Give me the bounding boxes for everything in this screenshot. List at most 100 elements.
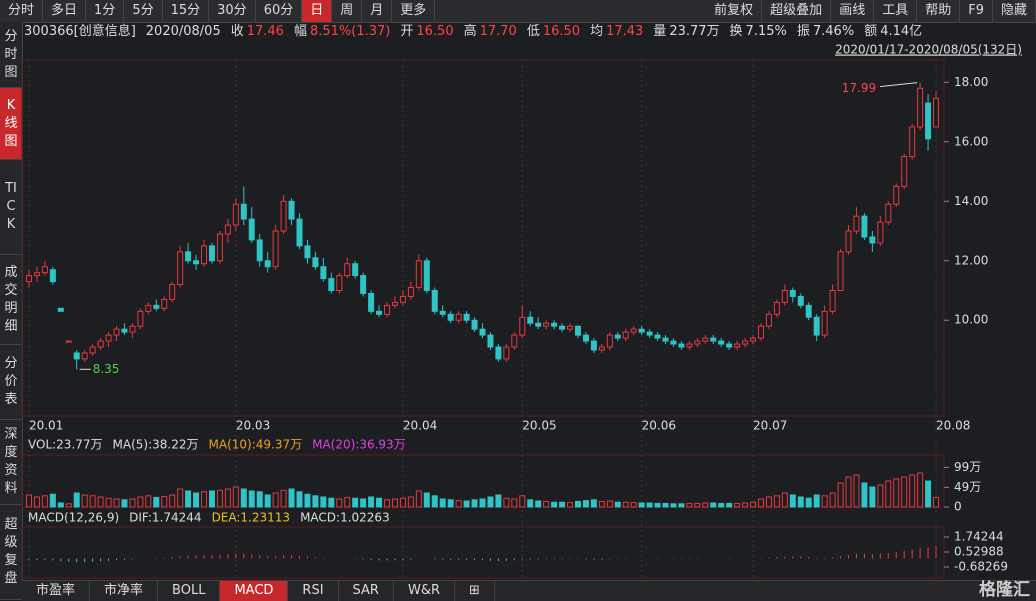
candle-body (272, 230, 279, 268)
candle-body (407, 287, 414, 297)
candle-body (431, 289, 438, 312)
max-label: 17.99 (842, 81, 876, 95)
info-label: 低 (526, 24, 540, 39)
y-tick-label: -0.68269 (954, 560, 1008, 574)
toolbar-button[interactable]: 工具 (874, 0, 918, 22)
volume-bar (399, 497, 406, 508)
volume-bar (25, 494, 32, 508)
candle-body (328, 278, 335, 291)
volume-bar (105, 497, 112, 508)
volume-bar (264, 494, 271, 508)
panel-legend: MA(5):38.22万 (113, 438, 199, 452)
toolbar-button[interactable]: 周 (332, 0, 363, 22)
min-label: 8.35 (93, 362, 120, 376)
toolbar-button[interactable]: 前复权 (706, 0, 763, 22)
toolbar-button[interactable]: 帮助 (917, 0, 961, 22)
bottom-tab[interactable]: 市盈率 (22, 581, 91, 601)
side-tab[interactable]: 分价表 (0, 345, 22, 420)
side-tab[interactable]: TICK (0, 160, 22, 255)
toolbar-button[interactable]: 多日 (43, 0, 87, 22)
candle-body (471, 319, 478, 330)
side-tab[interactable]: 分时图 (0, 22, 22, 88)
candle-body (622, 331, 629, 339)
toolbar-button[interactable]: 日 (302, 0, 333, 22)
candle-body (105, 334, 112, 342)
bottom-tab[interactable]: SAR (339, 581, 394, 601)
volume-bar (559, 501, 566, 508)
toolbar-button[interactable]: 超级叠加 (762, 0, 832, 22)
toolbar-button[interactable]: 隐藏 (993, 0, 1036, 22)
volume-bar (893, 478, 900, 508)
panel-legend: VOL:23.77万 (28, 438, 103, 452)
candle-body (352, 263, 359, 277)
volume-bar (415, 490, 422, 508)
candle-body (750, 337, 757, 342)
volume-bar (503, 497, 510, 508)
candle-body (81, 352, 88, 360)
candle-body (670, 340, 677, 345)
y-tick-label: 18.00 (954, 75, 988, 89)
toolbar-button[interactable]: 1分 (86, 0, 125, 22)
info-field: 高 17.70 (464, 24, 517, 39)
candle-body (702, 337, 709, 342)
bottom-tab[interactable]: RSI (288, 581, 339, 601)
info-value: 17.46 (246, 24, 284, 39)
candle-body (805, 304, 812, 318)
volume-bar (447, 499, 454, 508)
candle-body (65, 340, 72, 343)
volume-bar (869, 486, 876, 508)
volume-bar (614, 501, 621, 508)
volume-bar (73, 492, 80, 508)
volume-bar (344, 496, 351, 508)
candle-body (121, 328, 128, 333)
toolbar-button[interactable]: 60分 (256, 0, 303, 22)
toolbar-left: 分时 多日 1分 5分 15分 30分 60分日周月更多 (0, 0, 436, 22)
toolbar-button[interactable]: 30分 (209, 0, 256, 22)
bottom-tab[interactable]: ⊞ (455, 581, 495, 601)
candle-body (829, 289, 836, 312)
volume-bar (97, 496, 104, 508)
volume-bar (352, 497, 359, 508)
toolbar-button[interactable]: 15分 (163, 0, 210, 22)
volume-bar (670, 503, 677, 508)
candle-body (376, 310, 383, 315)
volume-bar (829, 492, 836, 508)
volume-bar (479, 498, 486, 508)
candle-body (57, 307, 64, 312)
volume-bar (336, 498, 343, 508)
candle-body (296, 218, 303, 247)
volume-bar (901, 476, 908, 508)
info-label: 额 (864, 24, 878, 39)
toolbar-button[interactable]: 画线 (831, 0, 875, 22)
candle-body (145, 304, 152, 312)
info-value: 4.14亿 (880, 24, 923, 39)
candle-body (845, 230, 852, 253)
volume-bar (861, 482, 868, 508)
candle-body (25, 275, 32, 283)
toolbar-button[interactable]: 月 (362, 0, 393, 22)
side-tab[interactable]: 超级复盘 (0, 505, 22, 600)
side-tab[interactable]: K线图 (0, 88, 22, 160)
bottom-tab[interactable]: MACD (220, 581, 289, 601)
side-tab[interactable]: 深度资料 (0, 420, 22, 505)
toolbar-button[interactable]: F9 (960, 0, 993, 22)
side-tab[interactable]: 成交明细 (0, 255, 22, 345)
bottom-tab[interactable]: W&R (394, 581, 455, 601)
toolbar-button[interactable]: 分时 (0, 0, 44, 22)
candle-body (853, 215, 860, 232)
volume-bar (925, 480, 932, 508)
candle-body (614, 334, 621, 339)
bottom-tab[interactable]: 市净率 (90, 581, 159, 601)
toolbar-button[interactable]: 5分 (124, 0, 163, 22)
toolbar-button[interactable]: 更多 (392, 0, 436, 22)
volume-bar (153, 496, 160, 508)
x-tick-label: 20.04 (403, 419, 437, 433)
bottom-tab[interactable]: BOLL (158, 581, 221, 601)
candle-body (208, 245, 215, 262)
candle-body (89, 346, 96, 354)
candle-body (646, 331, 653, 336)
candle-body (781, 289, 788, 303)
candle-body (73, 352, 80, 360)
